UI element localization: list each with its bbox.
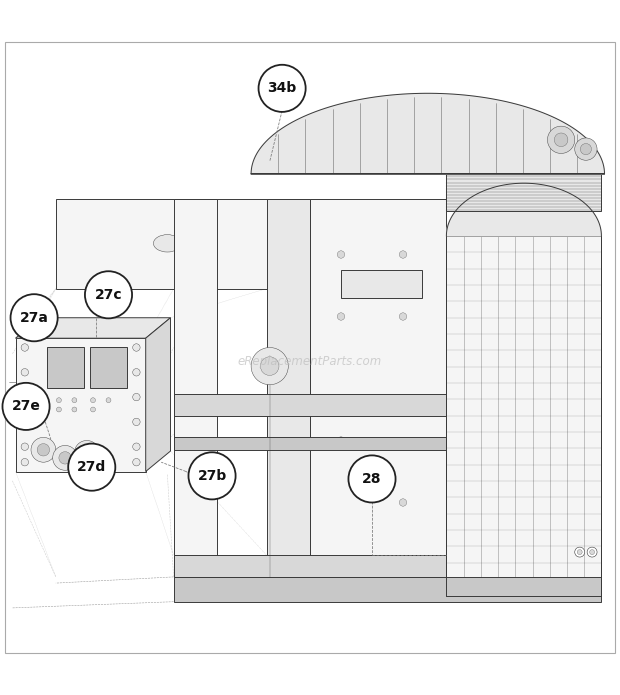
Polygon shape	[310, 199, 446, 577]
Circle shape	[21, 368, 29, 376]
Circle shape	[575, 547, 585, 557]
Circle shape	[133, 393, 140, 401]
Circle shape	[251, 348, 288, 385]
Polygon shape	[56, 199, 329, 288]
Circle shape	[590, 550, 595, 555]
Circle shape	[133, 368, 140, 376]
Text: 27b: 27b	[197, 469, 227, 483]
Polygon shape	[146, 318, 170, 471]
Circle shape	[53, 445, 78, 471]
Circle shape	[37, 443, 50, 456]
Polygon shape	[90, 348, 127, 388]
Polygon shape	[16, 318, 170, 338]
Text: 28: 28	[362, 472, 382, 486]
Circle shape	[133, 344, 140, 351]
Polygon shape	[174, 199, 217, 577]
Circle shape	[547, 126, 575, 154]
Circle shape	[106, 398, 111, 402]
Polygon shape	[341, 270, 422, 298]
Polygon shape	[174, 437, 446, 450]
Circle shape	[72, 398, 77, 402]
Polygon shape	[251, 93, 604, 174]
Text: 34b: 34b	[267, 81, 297, 95]
Circle shape	[587, 547, 597, 557]
Circle shape	[72, 407, 77, 412]
Polygon shape	[446, 236, 601, 596]
Circle shape	[56, 398, 61, 402]
Polygon shape	[267, 199, 310, 577]
Circle shape	[81, 447, 93, 459]
Circle shape	[133, 459, 140, 466]
Circle shape	[91, 407, 95, 412]
Polygon shape	[16, 338, 146, 471]
Text: eReplacementParts.com: eReplacementParts.com	[238, 354, 382, 368]
Circle shape	[2, 383, 50, 430]
Text: 27a: 27a	[20, 311, 48, 325]
Polygon shape	[174, 394, 446, 416]
Circle shape	[399, 251, 407, 259]
Text: 27e: 27e	[12, 400, 40, 414]
Circle shape	[399, 499, 407, 506]
Text: 27d: 27d	[77, 460, 107, 474]
Polygon shape	[46, 348, 84, 388]
Circle shape	[259, 65, 306, 112]
Circle shape	[21, 418, 29, 425]
Circle shape	[59, 452, 71, 464]
Ellipse shape	[154, 235, 181, 252]
Circle shape	[21, 344, 29, 351]
Polygon shape	[446, 183, 601, 236]
Polygon shape	[174, 555, 446, 577]
Circle shape	[337, 313, 345, 320]
Circle shape	[580, 144, 591, 155]
Polygon shape	[446, 174, 601, 211]
Circle shape	[91, 398, 95, 402]
Circle shape	[577, 550, 582, 555]
Circle shape	[56, 407, 61, 412]
Polygon shape	[174, 577, 601, 602]
Circle shape	[74, 441, 99, 465]
Circle shape	[337, 436, 345, 444]
Circle shape	[133, 418, 140, 425]
Circle shape	[85, 271, 132, 318]
Circle shape	[554, 133, 568, 147]
Circle shape	[133, 443, 140, 450]
Circle shape	[337, 251, 345, 259]
Circle shape	[399, 313, 407, 320]
Circle shape	[11, 294, 58, 341]
Circle shape	[348, 455, 396, 502]
Circle shape	[188, 452, 236, 500]
Circle shape	[575, 138, 597, 161]
Circle shape	[21, 443, 29, 450]
Circle shape	[260, 357, 279, 375]
Circle shape	[68, 443, 115, 491]
Text: 27c: 27c	[95, 288, 122, 302]
Circle shape	[31, 437, 56, 462]
Circle shape	[21, 393, 29, 401]
Circle shape	[21, 459, 29, 466]
